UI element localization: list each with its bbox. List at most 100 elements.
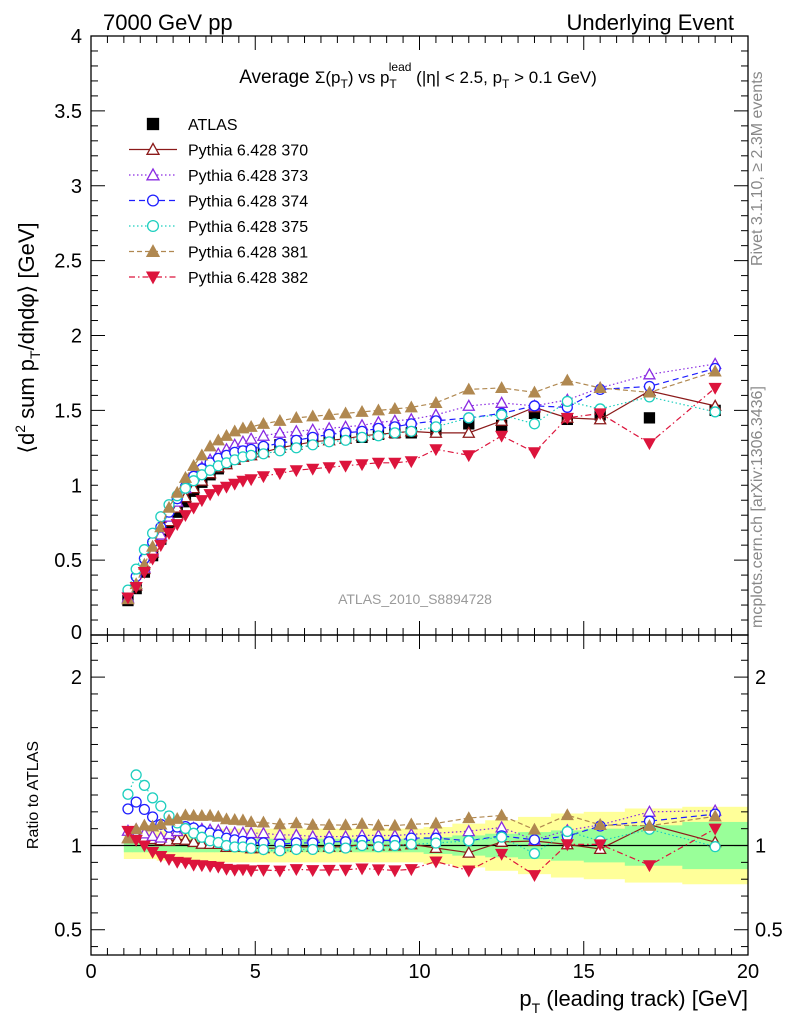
ratio-tick-label-left: 1: [71, 836, 82, 858]
series-line-main: [127, 367, 716, 594]
data-point: [228, 478, 242, 491]
ratio-point: [273, 865, 287, 878]
ratio-point: [155, 800, 167, 812]
data-point: [273, 414, 287, 426]
data-point: [642, 385, 657, 398]
data-point: [145, 553, 160, 566]
ratio-point: [138, 779, 150, 791]
data-point: [187, 458, 201, 471]
y-tick-label: 3.5: [54, 101, 82, 123]
data-point: [642, 438, 657, 451]
ratio-point: [154, 830, 168, 843]
ratio-point: [122, 803, 134, 815]
ratio-point: [273, 817, 287, 830]
data-point: [495, 381, 509, 393]
data-point: [257, 448, 270, 460]
series-line-main: [127, 396, 716, 591]
ratio-point: [322, 818, 336, 831]
data-point: [187, 502, 201, 515]
ratio-point: [121, 825, 135, 838]
ratio-point: [462, 811, 476, 824]
legend-label: Pythia 6.428 373: [188, 168, 308, 185]
ratio-point: [339, 842, 352, 854]
ratio-point: [130, 769, 142, 781]
ratio-point: [642, 818, 657, 831]
data-point: [203, 439, 217, 452]
ratio-plot-frame: [90, 634, 749, 956]
series-line-ratio: [127, 810, 716, 841]
data-point: [528, 400, 541, 412]
data-point: [561, 395, 573, 407]
legend-label: Pythia 6.428 381: [188, 245, 308, 262]
ratio-point: [179, 822, 192, 835]
data-point: [338, 460, 353, 473]
ratio-point: [404, 864, 418, 877]
ratio-point: [355, 816, 369, 829]
data-point: [322, 408, 336, 420]
ratio-point: [289, 864, 303, 877]
data-point: [178, 510, 193, 523]
ratio-tick-label-right: 2: [755, 667, 766, 689]
ratio-point: [708, 809, 722, 822]
y-tick-label: 3: [71, 176, 82, 198]
data-point: [372, 430, 385, 442]
legend-marker: [145, 244, 161, 257]
data-point: [389, 427, 401, 439]
ratio-point: [138, 803, 150, 816]
ratio-point: [130, 796, 142, 808]
ratio-point: [527, 822, 542, 835]
data-point: [219, 481, 234, 494]
data-point: [306, 463, 320, 476]
y-tick-label: 2: [71, 326, 82, 348]
ratio-tick-label-right: 1: [755, 836, 766, 858]
legend-label: Pythia 6.428 370: [188, 143, 308, 160]
ratio-point: [145, 829, 160, 842]
ratio-point: [245, 842, 257, 854]
ratio-point: [338, 818, 353, 831]
data-point: [245, 449, 257, 461]
ratio-point: [219, 863, 234, 876]
data-point: [462, 382, 476, 395]
data-point: [371, 457, 386, 470]
ratio-point: [170, 856, 184, 869]
data-point: [593, 408, 607, 421]
ratio-point: [244, 865, 258, 878]
data-point: [273, 425, 287, 438]
ratio-point: [356, 839, 368, 852]
ratio-point: [137, 818, 151, 831]
data-point: [290, 442, 302, 454]
header-right: Underlying Event: [566, 10, 734, 35]
legend-marker: [145, 271, 161, 285]
ratio-point: [211, 809, 225, 822]
ratio-point: [389, 839, 401, 852]
data-point: [462, 425, 476, 438]
data-point: [306, 409, 320, 422]
ratio-point: [388, 865, 402, 878]
legend-entry: Pythia 6.428 374: [129, 194, 308, 211]
ratio-point: [178, 833, 193, 845]
ratio-point: [322, 864, 336, 877]
ratio-point: [323, 842, 335, 854]
x-tick-label: 10: [408, 961, 430, 983]
ratio-point: [462, 845, 476, 858]
ratio-point: [236, 813, 250, 826]
data-point: [273, 468, 287, 481]
data-point: [388, 402, 402, 414]
ratio-y-label: Ratio to ATLAS: [25, 741, 42, 849]
ratio-point: [122, 788, 134, 800]
x-tick-label: 5: [250, 961, 261, 983]
ratio-point: [593, 839, 607, 852]
x-tick-label: 15: [573, 961, 595, 983]
ratio-point: [195, 860, 209, 873]
series-line-ratio: [127, 773, 716, 855]
legend-entry: Pythia 6.428 375: [129, 219, 308, 236]
ratio-point: [355, 863, 369, 876]
data-point: [462, 399, 476, 411]
legend-label: Pythia 6.428 382: [188, 270, 308, 287]
ratio-point: [561, 825, 573, 838]
data-point: [405, 425, 417, 437]
ratio-point: [495, 848, 509, 861]
data-point: [170, 519, 184, 532]
data-point: [244, 420, 258, 432]
